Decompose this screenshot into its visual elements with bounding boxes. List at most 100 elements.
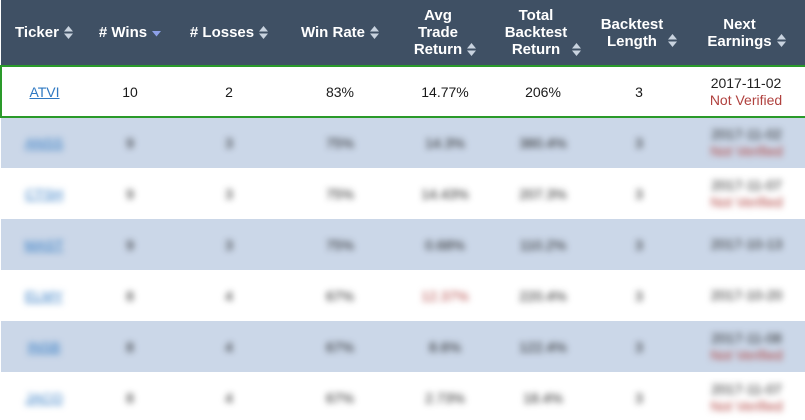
losses-cell: 4: [225, 338, 233, 355]
table-row[interactable]: ATVI 10 2 83% 14.77% 206% 3 2017-11-02 Not Verif…: [0, 65, 805, 118]
header-line: Win Rate: [300, 24, 366, 41]
ticker-cell: JACQ: [1, 372, 87, 420]
earnings-date: 2017-11-02: [710, 74, 782, 91]
column-header-label: Ticker: [15, 24, 59, 41]
table-header: Ticker # Wins # Losses Win Rate Avg Trade Retu…: [1, 0, 805, 66]
header-line: Backtest: [504, 24, 568, 41]
sort-both-icon[interactable]: [572, 42, 582, 56]
wins-cell: 9: [126, 185, 134, 202]
header-line: Trade: [417, 24, 459, 41]
header-line: Return: [413, 41, 463, 58]
header-row: Ticker # Wins # Losses Win Rate Avg Trade Retu…: [1, 0, 805, 66]
earnings-date: 2017-11-07: [711, 380, 782, 397]
column-header-win-rate[interactable]: Win Rate: [285, 0, 395, 66]
header-line: Avg: [424, 7, 452, 24]
column-header-label: # Wins: [99, 24, 147, 41]
ticker-link[interactable]: INSB: [27, 338, 61, 355]
win-rate-cell: 75%: [325, 135, 355, 151]
backtest-length-cell: 3: [635, 185, 643, 202]
header-line: Ticker: [15, 24, 59, 41]
ticker-link[interactable]: ANSS: [24, 135, 64, 151]
column-header-ticker[interactable]: Ticker: [1, 0, 87, 66]
table-row[interactable]: MAST 9 3 75% 0.68% 110.2% 3 2017-10-13: [1, 219, 805, 270]
ticker-link[interactable]: ELMY: [24, 287, 64, 304]
win-rate-cell: 75%: [325, 185, 355, 202]
avg-trade-return-cell: 8.6%: [429, 338, 461, 355]
total-backtest-return-cell: 207.3%: [519, 185, 567, 202]
header-line: Length: [606, 32, 657, 50]
sort-both-icon[interactable]: [63, 25, 73, 39]
table-body-blurred: ANSS 9 3 75% 14.3% 380.4% 3 2017-11-02 Not Verif…: [1, 117, 805, 420]
sort-both-icon[interactable]: [467, 42, 477, 56]
column-header-avg-trade-return[interactable]: Avg Trade Return: [395, 0, 495, 66]
ticker-cell: ELMY: [1, 270, 87, 321]
wins-cell: 8: [126, 338, 134, 355]
earnings-status-badge: Not Verified: [710, 397, 783, 414]
ticker-link[interactable]: JACQ: [25, 389, 63, 406]
column-header-backtest-length[interactable]: Backtest Length: [591, 0, 687, 66]
total-backtest-return-cell: 206%: [495, 65, 591, 118]
ticker-link[interactable]: CTSH: [24, 185, 64, 202]
ticker-cell: INSB: [1, 321, 87, 372]
header-line: # Wins: [98, 24, 148, 41]
earnings-date: 2017-10-13: [710, 236, 783, 252]
total-backtest-return-cell: 220.4%: [519, 287, 567, 304]
losses-cell: 3: [225, 236, 233, 253]
column-header-label: Win Rate: [301, 24, 365, 41]
avg-trade-return-cell: 2.73%: [425, 389, 465, 406]
table-row[interactable]: ANSS 9 3 75% 14.3% 380.4% 3 2017-11-02 Not Verif…: [1, 117, 805, 168]
avg-trade-return-cell: 14.77%: [395, 65, 495, 118]
column-header-next-earnings[interactable]: Next Earnings: [687, 0, 805, 66]
win-rate-cell: 67%: [325, 338, 355, 355]
earnings-date: 2017-10-20: [710, 287, 783, 303]
losses-cell: 4: [225, 389, 233, 406]
column-header-losses[interactable]: # Losses: [173, 0, 285, 66]
win-rate-cell: 67%: [325, 287, 355, 304]
table-row[interactable]: ELMY 8 4 67% 12.37% 220.4% 3 2017-10-20: [1, 270, 805, 321]
table-body-visible: ATVI 10 2 83% 14.77% 206% 3 2017-11-02 Not Verif…: [0, 65, 805, 118]
earnings-date: 2017-11-02: [711, 126, 782, 142]
win-rate-cell: 75%: [325, 236, 355, 253]
earnings-date: 2017-11-08: [711, 329, 782, 346]
header-line: # Losses: [189, 24, 255, 41]
sort-desc-icon[interactable]: [152, 26, 162, 39]
column-header-wins[interactable]: # Wins: [87, 0, 173, 66]
header-line: Next: [723, 15, 756, 33]
sort-both-icon[interactable]: [668, 34, 678, 48]
wins-cell: 9: [126, 236, 134, 253]
losses-cell: 4: [225, 287, 233, 304]
backtest-length-cell: 3: [635, 287, 643, 304]
sort-both-icon[interactable]: [370, 25, 380, 39]
ticker-link[interactable]: MAST: [24, 236, 64, 253]
sort-both-icon[interactable]: [776, 34, 786, 48]
wins-cell: 9: [126, 135, 134, 151]
column-header-label: Avg Trade Return: [414, 7, 462, 58]
avg-trade-return-cell: 12.37%: [421, 287, 469, 304]
losses-cell: 3: [225, 135, 233, 151]
column-header-total-backtest-return[interactable]: Total Backtest Return: [495, 0, 591, 66]
total-backtest-return-cell: 122.4%: [519, 338, 567, 355]
earnings-status-badge: Not Verified: [709, 91, 783, 108]
losses-cell: 2: [173, 65, 285, 118]
header-line: Return: [511, 41, 561, 58]
table-row[interactable]: CTSH 9 3 75% 14.43% 207.3% 3 2017-11-07 Not Veri…: [1, 168, 805, 219]
next-earnings-cell: 2017-10-13: [687, 219, 805, 270]
total-backtest-return-cell: 110.2%: [519, 236, 567, 253]
ticker-link[interactable]: ATVI: [29, 83, 60, 100]
win-rate-cell: 67%: [325, 389, 355, 406]
backtest-length-cell: 3: [635, 389, 643, 406]
wins-cell: 8: [126, 389, 134, 406]
table-row[interactable]: INSB 8 4 67% 8.6% 122.4% 3 2017-11-08 Not Verifi…: [1, 321, 805, 372]
next-earnings-cell: 2017-11-07 Not Verified: [687, 168, 805, 219]
earnings-date: 2017-11-07: [711, 176, 782, 193]
header-line: Earnings: [707, 32, 772, 50]
wins-cell: 10: [87, 65, 173, 118]
next-earnings-cell: 2017-10-20: [687, 270, 805, 321]
ticker-cell: ANSS: [1, 117, 87, 168]
table-row[interactable]: JACQ 8 4 67% 2.73% 18.4% 3 2017-11-07 Not Verifi…: [1, 372, 805, 420]
sort-both-icon[interactable]: [259, 25, 269, 39]
ticker-cell: MAST: [1, 219, 87, 270]
backtest-length-cell: 3: [591, 65, 687, 118]
next-earnings-cell: 2017-11-02 Not Verified: [687, 117, 805, 168]
